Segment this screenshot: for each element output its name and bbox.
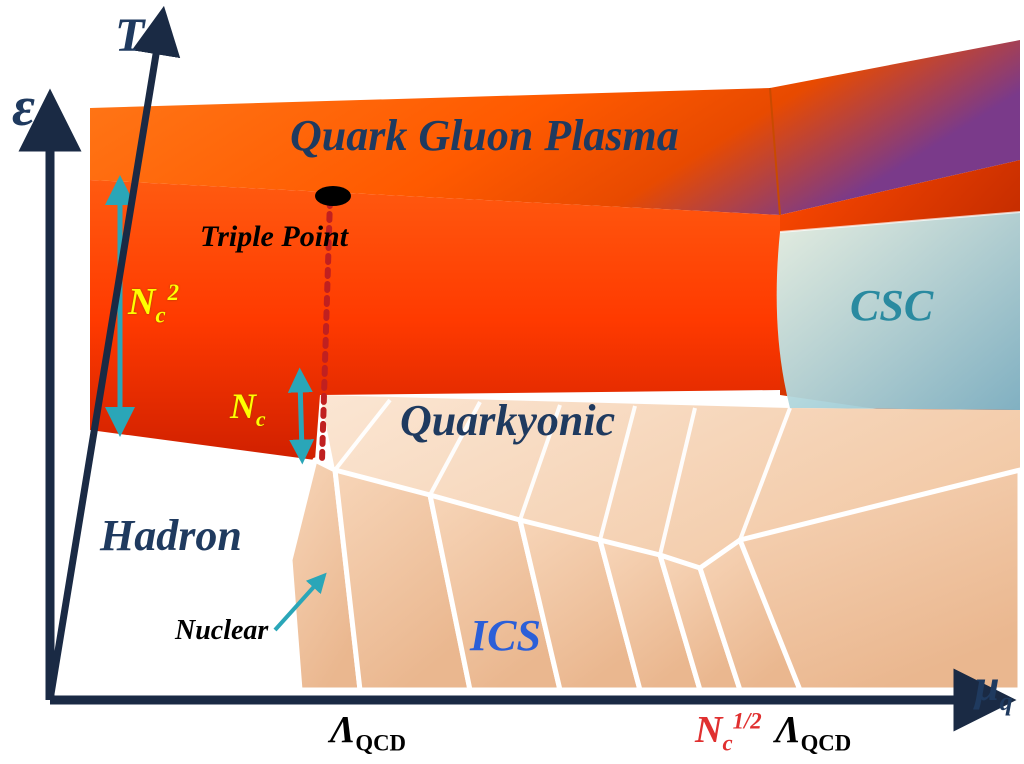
axis-eps-label: ε bbox=[12, 75, 35, 139]
triple-point-label: Triple Point bbox=[200, 220, 348, 254]
qgp-label: Quark Gluon Plasma bbox=[290, 110, 679, 161]
quarkyonic-label: Quarkyonic bbox=[400, 395, 615, 446]
nc2-label: Nc2 bbox=[128, 280, 179, 329]
phase-diagram: T ε μq Quark Gluon Plasma Triple Point N… bbox=[0, 0, 1024, 764]
ics-label: ICS bbox=[470, 610, 541, 661]
hadron-label: Hadron bbox=[100, 510, 242, 561]
csc-label: CSC bbox=[850, 280, 933, 331]
nuclear-label: Nuclear bbox=[175, 615, 268, 647]
axis-T-label: T bbox=[115, 8, 144, 63]
triple-point-marker bbox=[315, 186, 351, 206]
nc-arrow bbox=[300, 380, 302, 452]
tick-nc-lambda-qcd: Nc1/2 ΛQCD bbox=[695, 708, 851, 757]
tick-lambda-qcd: ΛQCD bbox=[330, 708, 406, 757]
nc-label: Nc bbox=[230, 385, 266, 432]
axis-mu-label: μq bbox=[975, 660, 1013, 717]
